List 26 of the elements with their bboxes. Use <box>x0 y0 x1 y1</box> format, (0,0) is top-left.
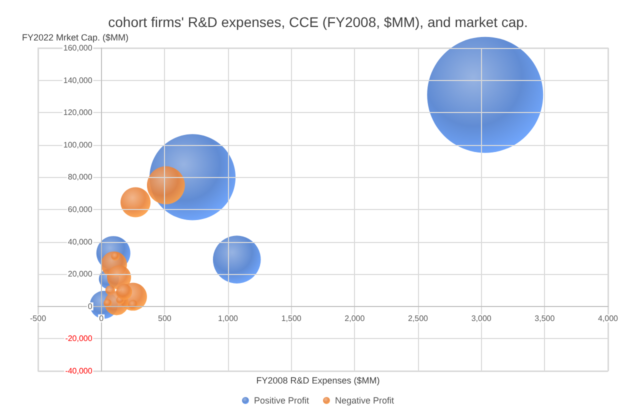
x-axis-title: FY2008 R&D Expenses ($MM) <box>256 376 380 386</box>
y-tick-label: 100,000 <box>63 140 93 150</box>
y-tick-label: 120,000 <box>63 108 93 118</box>
x-tick-label: 4,000 <box>598 314 619 323</box>
y-tick-label: -20,000 <box>65 334 93 344</box>
y-tick-label: -40,000 <box>65 366 93 376</box>
y-tick-label: 160,000 <box>63 44 93 52</box>
legend-label: Positive Profit <box>254 396 310 406</box>
x-tick-label: 1,000 <box>218 314 239 323</box>
x-tick-label: 2,000 <box>344 314 366 323</box>
y-tick-label: 20,000 <box>68 270 93 279</box>
x-tick-label: 500 <box>158 314 172 323</box>
x-tick-label: 1,500 <box>281 314 302 323</box>
x-tick-label: 0 <box>99 314 104 323</box>
x-tick-label: -500 <box>30 314 47 323</box>
x-tick-label: 3,500 <box>534 314 556 323</box>
legend-label: Negative Profit <box>334 396 395 406</box>
chart-title: cohort firms' R&D expenses, CCE (FY2008, $MM), and market cap. <box>108 14 528 30</box>
x-tick-label: 3,000 <box>471 314 492 323</box>
y-tick-label: 60,000 <box>68 205 93 214</box>
y-tick-label: 0 <box>88 302 93 311</box>
y-axis-title: FY2022 Mrket Cap. ($MM) <box>22 32 129 42</box>
y-tick-label: 40,000 <box>68 237 93 246</box>
x-tick-label: 2,500 <box>408 314 429 323</box>
y-tick-label: 140,000 <box>63 76 93 85</box>
y-tick-label: 80,000 <box>68 172 93 182</box>
